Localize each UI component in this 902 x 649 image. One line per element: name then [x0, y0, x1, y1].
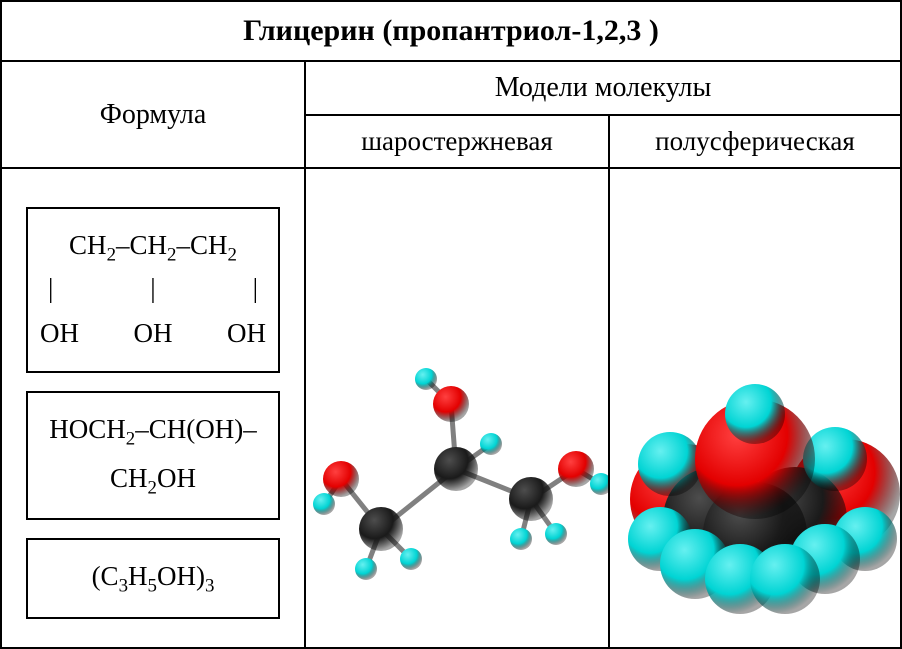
bond-verticals: |||: [38, 266, 268, 312]
ball-stick-cell: [305, 168, 609, 648]
condensed-formula-box: HOCH2–CH(OH)– CH2OH: [26, 391, 280, 520]
structural-formula-box: CH2–CH2–CH2 ||| OH OH OH: [26, 207, 280, 373]
title-cell: Глицерин (пропантриол-1,2,3 ): [1, 1, 901, 61]
spacefill-cell: [609, 168, 901, 648]
header-spacefill: полусферическая: [609, 115, 901, 168]
title-text: Глицерин (пропантриол-1,2,3 ): [243, 14, 659, 47]
ball-stick-model: [306, 169, 608, 629]
molecular-formula: (C3H5OH)3: [92, 561, 215, 591]
structural-line2: OH OH OH: [38, 311, 268, 357]
spacefill-model: [610, 169, 900, 629]
molecular-formula-box: (C3H5OH)3: [26, 538, 280, 619]
oh-2: OH: [134, 311, 173, 357]
header-ballstick: шаростержневая: [305, 115, 609, 168]
condensed-line2: CH2OH: [38, 456, 268, 505]
header-formula: Формула: [1, 61, 305, 168]
oh-3: OH: [227, 311, 266, 357]
oh-1: OH: [40, 311, 79, 357]
structural-line1: CH2–CH2–CH2: [38, 223, 268, 272]
condensed-line1: HOCH2–CH(OH)–: [38, 407, 268, 456]
formula-cell: CH2–CH2–CH2 ||| OH OH OH HOCH2–CH(OH)– C…: [1, 168, 305, 648]
glycerol-table: Глицерин (пропантриол-1,2,3 ) Формула Мо…: [0, 0, 902, 649]
header-models: Модели молекулы: [305, 61, 901, 115]
